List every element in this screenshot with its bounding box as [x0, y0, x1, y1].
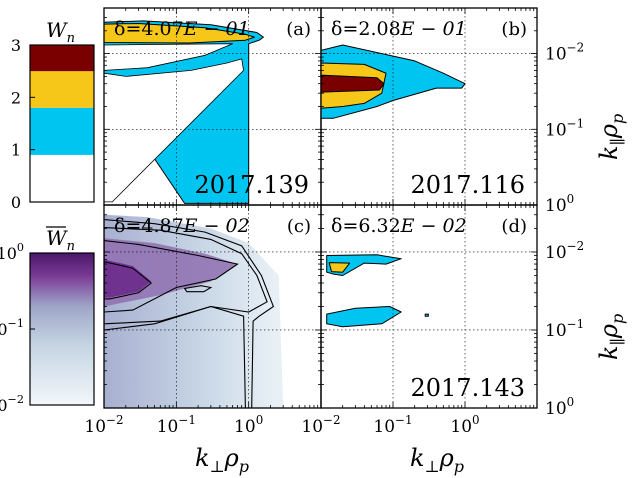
- colorbar-ticks: 3 2 1 0: [11, 36, 35, 212]
- colorbar-tick-label: 3: [11, 36, 21, 55]
- y-axis-label-top: k∥ρp: [595, 114, 627, 160]
- delta-label: δ=2.08E − 01: [331, 18, 467, 40]
- x-tick-label: 10−2: [301, 413, 340, 437]
- x-tick-label: 10−1: [157, 413, 196, 437]
- y-tick-label: 10−1: [545, 116, 584, 140]
- x-axis-label: k⊥ρp: [410, 444, 464, 476]
- date-label: 2017.143: [410, 374, 525, 402]
- contour-line: [183, 285, 213, 293]
- colorbar-tick-label: 100: [0, 241, 24, 263]
- colorbar-title: Wn: [46, 226, 75, 254]
- colorbar-gradient: [29, 252, 95, 406]
- y-axis-label: k∥ρp: [595, 114, 627, 160]
- panel-d: δ=6.32E − 02 (d) 2017.143: [320, 204, 538, 409]
- grid: [104, 8, 321, 205]
- region-level-1: [424, 313, 429, 317]
- region-level-0: [104, 58, 245, 203]
- panel-c: δ=4.87E − 02 (c): [103, 204, 322, 409]
- y-tick-label: 10−2: [545, 41, 584, 65]
- colorbar-tick-label: 10−2: [0, 393, 24, 415]
- y-axis-label-bottom: k∥ρp: [595, 314, 627, 360]
- colorbar-tick-label: 1: [11, 141, 21, 160]
- delta-label: δ=4.07E − 01: [114, 18, 250, 40]
- colorbar-tick-label: 0: [11, 193, 21, 212]
- x-tick-label: 100: [234, 413, 263, 437]
- discrete-colorbar: Wn 3 2 1 0: [11, 18, 95, 212]
- panel-letter: (a): [286, 19, 311, 40]
- x-tick-labels: 10−2 10−1 100 10−2 10−1 100: [84, 413, 479, 437]
- x-tick-label: 100: [450, 413, 479, 437]
- date-label: 2017.139: [194, 171, 309, 199]
- panel-letter: (b): [501, 19, 527, 40]
- delta-label: δ=4.87E − 02: [114, 215, 250, 237]
- contour-line: [104, 261, 153, 300]
- y-tick-labels: 100 10−1 10−2 100 10−1 10−2: [545, 41, 584, 419]
- panel-letter: (d): [501, 216, 527, 237]
- region-level-1: [326, 306, 402, 328]
- region-level-2: [328, 262, 351, 273]
- panel-b: δ=2.08E − 01 (b) 2017.116: [320, 7, 538, 206]
- delta-label: δ=6.32E − 02: [331, 215, 467, 237]
- panel-a: δ=4.07E − 01 (a) 2017.139: [103, 7, 322, 206]
- x-tick-label: 10−2: [84, 413, 123, 437]
- colorbar-tick-label: 10−1: [0, 317, 24, 339]
- grid: [321, 8, 537, 205]
- continuous-colorbar: Wn 100 10−1 10−2: [0, 226, 95, 415]
- y-tick-label: 10−2: [545, 239, 584, 263]
- y-tick-label: 100: [545, 192, 574, 216]
- colorbar-level-2: [30, 71, 94, 108]
- date-label: 2017.116: [410, 171, 525, 199]
- colorbar-level-1: [30, 107, 94, 155]
- panel-letter: (c): [287, 216, 311, 237]
- colorbar-ticks: 100 10−1 10−2: [0, 241, 35, 415]
- colorbar-tick-label: 2: [11, 88, 21, 107]
- colorbar-level-3: [30, 45, 94, 72]
- colorbar-title: Wn: [46, 18, 75, 46]
- panels: δ=4.07E − 01 (a) 2017.139 δ=2.08E − 01 (b) 20…: [84, 7, 584, 437]
- y-tick-label: 10−1: [545, 317, 584, 341]
- region-level-1: [326, 254, 402, 276]
- region-level-3: [321, 74, 385, 93]
- colorbar-level-0: [30, 154, 94, 202]
- x-tick-label: 10−1: [373, 413, 412, 437]
- contour-line: [104, 227, 268, 325]
- y-tick-label: 100: [545, 395, 574, 419]
- mean-field-core: [104, 259, 152, 298]
- y-axis-label: k∥ρp: [595, 314, 627, 360]
- contour-line: [104, 219, 275, 408]
- grid: [321, 205, 537, 408]
- x-axis-label-right: k⊥ρp: [410, 444, 464, 476]
- panel-frame: [320, 204, 538, 409]
- contour-line: [104, 240, 239, 313]
- x-axis-label: k⊥ρp: [195, 444, 249, 476]
- grid: [104, 205, 321, 408]
- colorbar-frame: [29, 44, 95, 203]
- region-level-2: [104, 23, 255, 44]
- region-level-0: [104, 43, 234, 71]
- x-axis-label-left: k⊥ρp: [195, 444, 249, 476]
